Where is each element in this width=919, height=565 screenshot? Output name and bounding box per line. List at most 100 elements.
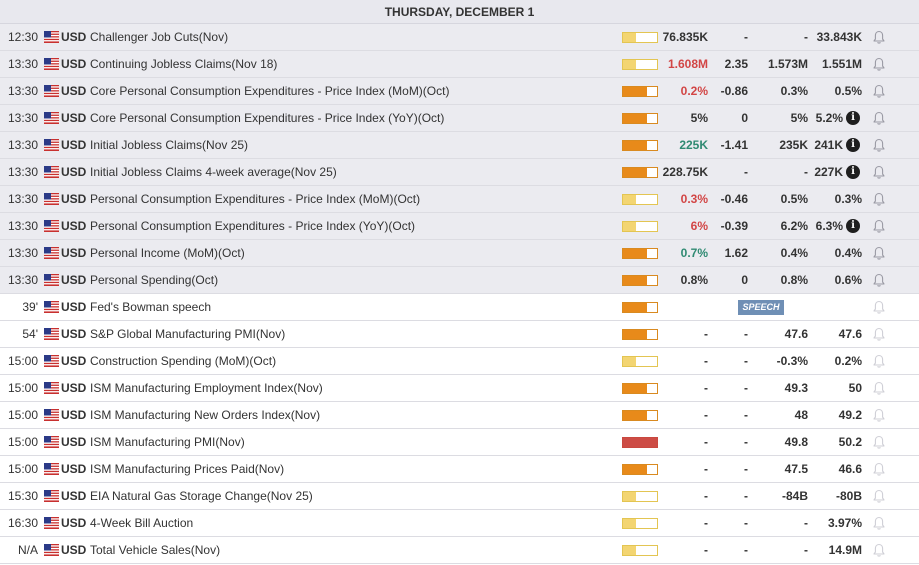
event-name[interactable]: Personal Consumption Expenditures - Pric… bbox=[90, 219, 416, 233]
event-row[interactable]: 15:00 USD ISM Manufacturing PMI(Nov) - -… bbox=[0, 429, 919, 456]
event-row[interactable]: 15:00 USD ISM Manufacturing Prices Paid(… bbox=[0, 456, 919, 483]
info-icon[interactable]: i bbox=[846, 219, 860, 233]
event-name[interactable]: Construction Spending (MoM)(Oct) bbox=[90, 354, 277, 368]
event-name[interactable]: 4-Week Bill Auction bbox=[90, 516, 194, 530]
event-row[interactable]: 13:30 USD Initial Jobless Claims(Nov 25)… bbox=[0, 132, 919, 159]
bell-icon[interactable] bbox=[872, 489, 886, 504]
event-name[interactable]: S&P Global Manufacturing PMI(Nov) bbox=[90, 327, 286, 341]
event-currency: USD bbox=[61, 435, 87, 449]
event-name[interactable]: Challenger Job Cuts(Nov) bbox=[90, 30, 229, 44]
info-icon[interactable]: i bbox=[846, 165, 860, 179]
event-deviation: - bbox=[744, 435, 748, 449]
bell-icon[interactable] bbox=[872, 516, 886, 531]
impact-fill bbox=[623, 411, 647, 420]
speech-tag: SPEECH bbox=[738, 300, 784, 315]
us-flag-icon bbox=[44, 463, 59, 475]
impact-fill bbox=[623, 33, 636, 42]
event-name[interactable]: EIA Natural Gas Storage Change(Nov 25) bbox=[90, 489, 313, 503]
event-name[interactable]: Total Vehicle Sales(Nov) bbox=[90, 543, 221, 557]
event-row[interactable]: 16:30 USD 4-Week Bill Auction - - - 3.97… bbox=[0, 510, 919, 537]
event-name[interactable]: Personal Spending(Oct) bbox=[90, 273, 219, 287]
info-icon[interactable]: i bbox=[846, 111, 860, 125]
bell-icon[interactable] bbox=[872, 84, 886, 99]
event-consensus: 6.3% bbox=[815, 219, 843, 233]
bell-icon[interactable] bbox=[872, 273, 886, 288]
impact-indicator bbox=[622, 113, 658, 124]
event-consensus: 50.2 bbox=[838, 435, 862, 449]
event-row[interactable]: 15:00 USD ISM Manufacturing Employment I… bbox=[0, 375, 919, 402]
event-currency: USD bbox=[61, 192, 87, 206]
bell-icon[interactable] bbox=[872, 246, 886, 261]
event-previous: 0.8% bbox=[780, 273, 808, 287]
bell-icon[interactable] bbox=[872, 138, 886, 153]
event-row[interactable]: 13:30 USD Personal Consumption Expenditu… bbox=[0, 213, 919, 240]
event-currency: USD bbox=[61, 327, 87, 341]
event-currency: USD bbox=[61, 273, 87, 287]
event-actual: 76.835K bbox=[662, 30, 708, 44]
event-row[interactable]: 13:30 USD Personal Income (MoM)(Oct) 0.7… bbox=[0, 240, 919, 267]
event-name[interactable]: Initial Jobless Claims 4-week average(No… bbox=[90, 165, 337, 179]
event-deviation: - bbox=[744, 165, 748, 179]
event-row[interactable]: 54' USD S&P Global Manufacturing PMI(Nov… bbox=[0, 321, 919, 348]
event-row[interactable]: 12:30 USD Challenger Job Cuts(Nov) 76.83… bbox=[0, 24, 919, 51]
bell-icon[interactable] bbox=[872, 435, 886, 450]
bell-icon[interactable] bbox=[872, 57, 886, 72]
event-name[interactable]: Continuing Jobless Claims(Nov 18) bbox=[90, 57, 278, 71]
event-row[interactable]: 13:30 USD Core Personal Consumption Expe… bbox=[0, 78, 919, 105]
event-consensus: 0.4% bbox=[834, 246, 862, 260]
event-row[interactable]: N/A USD Total Vehicle Sales(Nov) - - - 1… bbox=[0, 537, 919, 564]
event-row[interactable]: 39' USD Fed's Bowman speech SPEECH bbox=[0, 294, 919, 321]
event-deviation: 2.35 bbox=[724, 57, 748, 71]
bell-icon[interactable] bbox=[872, 462, 886, 477]
impact-indicator bbox=[622, 356, 658, 367]
event-actual: - bbox=[704, 462, 708, 476]
bell-icon[interactable] bbox=[872, 111, 886, 126]
event-name[interactable]: ISM Manufacturing New Orders Index(Nov) bbox=[90, 408, 321, 422]
event-consensus: -80B bbox=[835, 489, 862, 503]
bell-icon[interactable] bbox=[872, 300, 886, 315]
event-row[interactable]: 13:30 USD Initial Jobless Claims 4-week … bbox=[0, 159, 919, 186]
event-row[interactable]: 13:30 USD Personal Consumption Expenditu… bbox=[0, 186, 919, 213]
event-name[interactable]: ISM Manufacturing PMI(Nov) bbox=[90, 435, 245, 449]
impact-indicator bbox=[622, 437, 658, 448]
impact-indicator bbox=[622, 59, 658, 70]
event-time: 13:30 bbox=[7, 165, 38, 179]
event-previous: - bbox=[804, 543, 808, 557]
event-name[interactable]: Core Personal Consumption Expenditures -… bbox=[90, 111, 445, 125]
bell-icon[interactable] bbox=[872, 192, 886, 207]
event-row[interactable]: 13:30 USD Continuing Jobless Claims(Nov … bbox=[0, 51, 919, 78]
event-row[interactable]: 15:30 USD EIA Natural Gas Storage Change… bbox=[0, 483, 919, 510]
event-name[interactable]: Personal Consumption Expenditures - Pric… bbox=[90, 192, 421, 206]
bell-icon[interactable] bbox=[872, 543, 886, 558]
event-deviation: - bbox=[744, 327, 748, 341]
bell-icon[interactable] bbox=[872, 408, 886, 423]
bell-icon[interactable] bbox=[872, 381, 886, 396]
event-row[interactable]: 15:00 USD ISM Manufacturing New Orders I… bbox=[0, 402, 919, 429]
event-name[interactable]: Initial Jobless Claims(Nov 25) bbox=[90, 138, 249, 152]
us-flag-icon bbox=[44, 220, 59, 232]
info-icon[interactable]: i bbox=[846, 138, 860, 152]
bell-icon[interactable] bbox=[872, 165, 886, 180]
us-flag-icon bbox=[44, 139, 59, 151]
bell-icon[interactable] bbox=[872, 219, 886, 234]
event-row[interactable]: 13:30 USD Personal Spending(Oct) 0.8% 0 … bbox=[0, 267, 919, 294]
event-row[interactable]: 13:30 USD Core Personal Consumption Expe… bbox=[0, 105, 919, 132]
event-actual: - bbox=[704, 435, 708, 449]
event-previous: 49.3 bbox=[784, 381, 808, 395]
event-name[interactable]: Personal Income (MoM)(Oct) bbox=[90, 246, 245, 260]
impact-indicator bbox=[622, 194, 658, 205]
event-consensus: 241K bbox=[814, 138, 843, 152]
event-name[interactable]: ISM Manufacturing Employment Index(Nov) bbox=[90, 381, 323, 395]
event-previous: - bbox=[804, 30, 808, 44]
event-name[interactable]: Core Personal Consumption Expenditures -… bbox=[90, 84, 450, 98]
bell-icon[interactable] bbox=[872, 327, 886, 342]
event-name[interactable]: Fed's Bowman speech bbox=[90, 300, 212, 314]
bell-icon[interactable] bbox=[872, 30, 886, 45]
impact-indicator bbox=[622, 410, 658, 421]
event-row[interactable]: 15:00 USD Construction Spending (MoM)(Oc… bbox=[0, 348, 919, 375]
bell-icon[interactable] bbox=[872, 354, 886, 369]
event-name[interactable]: ISM Manufacturing Prices Paid(Nov) bbox=[90, 462, 285, 476]
event-list: 12:30 USD Challenger Job Cuts(Nov) 76.83… bbox=[0, 24, 919, 564]
event-previous: 0.3% bbox=[780, 84, 808, 98]
